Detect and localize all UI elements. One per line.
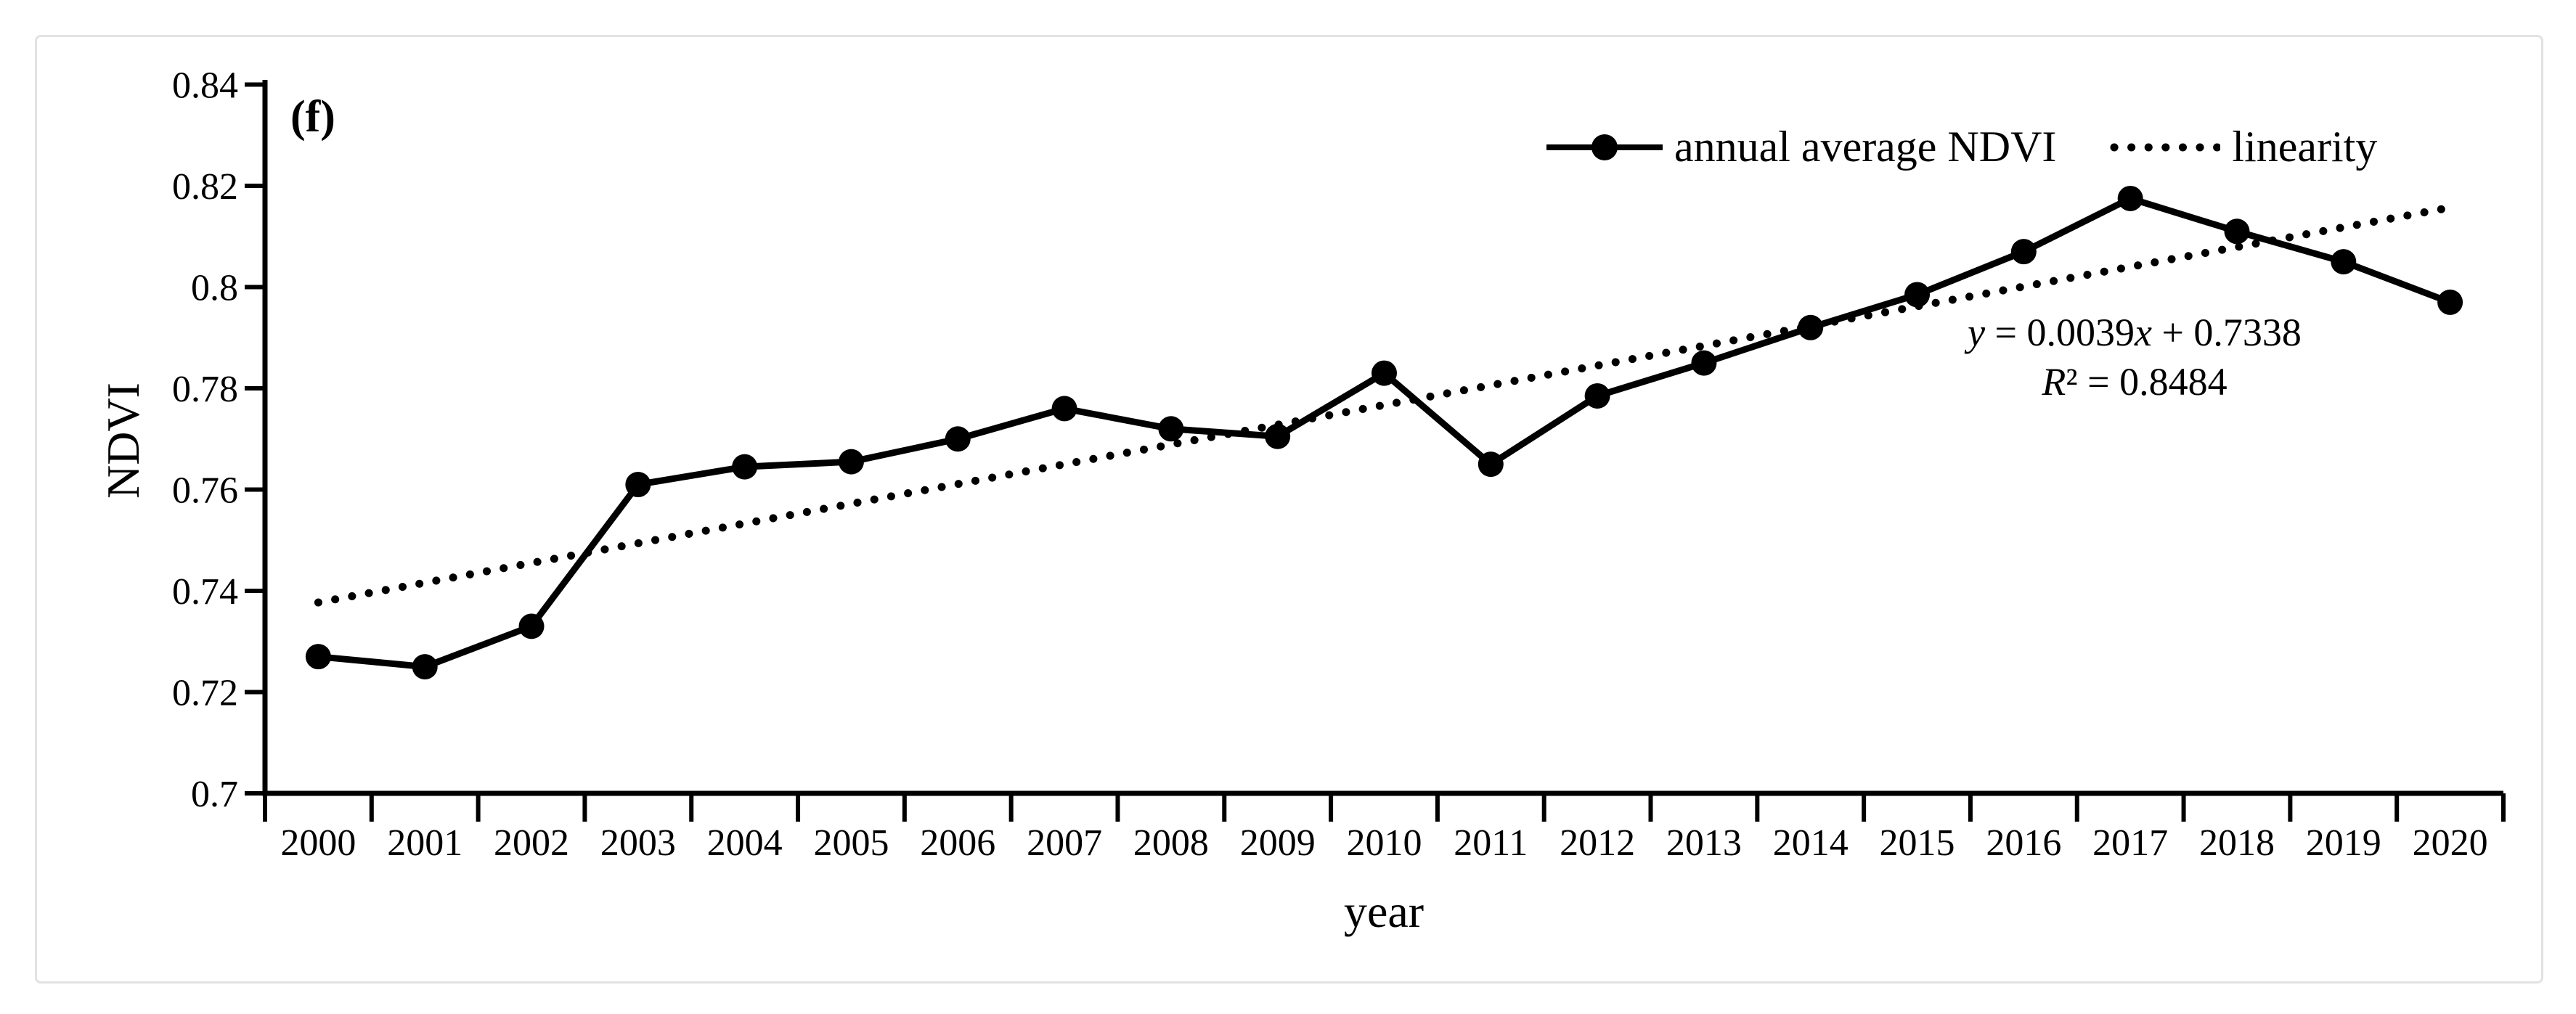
data-point-2008	[1158, 416, 1184, 442]
y-tick-label-0.74: 0.74	[172, 571, 238, 613]
x-tick-label-2014: 2014	[1773, 822, 1849, 864]
x-tick-label-2013: 2013	[1666, 822, 1742, 864]
x-tick-label-2006: 2006	[920, 822, 995, 864]
data-point-2019	[2331, 249, 2357, 275]
data-point-2005	[838, 449, 864, 475]
data-point-2017	[2117, 185, 2143, 211]
x-tick-label-2016: 2016	[1986, 822, 2061, 864]
x-tick-label-2019: 2019	[2306, 822, 2381, 864]
x-tick-label-2018: 2018	[2199, 822, 2275, 864]
data-point-2006	[945, 426, 971, 452]
data-point-2000	[305, 644, 331, 670]
y-tick-label-0.82: 0.82	[172, 166, 238, 208]
chart-legend: annual average NDVI linearity	[1545, 122, 2377, 172]
x-tick-label-2000: 2000	[280, 822, 356, 864]
x-tick-label-2020: 2020	[2413, 822, 2488, 864]
legend-trend-label: linearity	[2232, 123, 2378, 171]
x-tick-label-2010: 2010	[1347, 822, 1422, 864]
trend-r-squared-line: R² = 0.8484	[2042, 360, 2227, 404]
data-point-2020	[2437, 289, 2463, 315]
data-point-2002	[518, 613, 545, 639]
data-point-2013	[1691, 350, 1717, 376]
y-tick-label-0.78: 0.78	[172, 369, 238, 410]
x-tick-label-2008: 2008	[1133, 822, 1209, 864]
series-legend-swatch-icon	[1546, 134, 1663, 160]
x-tick-label-2004: 2004	[707, 822, 783, 864]
x-axis-title: year	[1343, 886, 1424, 937]
data-point-2011	[1477, 451, 1504, 478]
data-point-2016	[2010, 239, 2037, 265]
panel-label: (f)	[290, 92, 335, 142]
x-tick-label-2015: 2015	[1880, 822, 1955, 864]
trend-line	[314, 203, 2455, 607]
ndvi-series-line	[317, 195, 2452, 671]
data-point-2018	[2224, 218, 2250, 245]
x-tick-label-2002: 2002	[494, 822, 569, 864]
data-point-2014	[1798, 314, 1824, 340]
y-tick-label-0.72: 0.72	[172, 673, 238, 714]
data-point-2007	[1051, 396, 1077, 422]
data-point-2004	[732, 454, 758, 480]
trend-equation-annotation: y = 0.0039x + 0.7338 R² = 0.8484	[1902, 308, 2367, 406]
data-point-2009	[1265, 423, 1291, 449]
data-point-2012	[1584, 383, 1610, 409]
x-tick-label-2011: 2011	[1454, 822, 1528, 864]
x-tick-label-2017: 2017	[2092, 822, 2168, 864]
x-tick-label-2003: 2003	[600, 822, 676, 864]
data-point-2010	[1371, 360, 1397, 386]
x-tick-label-2007: 2007	[1027, 822, 1102, 864]
x-tick-label-2005: 2005	[813, 822, 889, 864]
y-tick-label-0.7: 0.7	[191, 774, 238, 815]
y-tick-label-0.84: 0.84	[172, 65, 238, 107]
y-tick-label-0.8: 0.8	[191, 268, 238, 309]
y-tick-label-0.76: 0.76	[172, 470, 238, 512]
data-point-2003	[625, 472, 651, 498]
trend-legend-swatch-icon	[2110, 143, 2221, 151]
legend-series-label: annual average NDVI	[1674, 123, 2057, 171]
x-tick-label-2001: 2001	[387, 822, 462, 864]
x-tick-label-2009: 2009	[1240, 822, 1316, 864]
trend-equation-line: y = 0.0039x + 0.7338	[1968, 311, 2302, 354]
x-tick-label-2012: 2012	[1560, 822, 1635, 864]
y-axis-title: NDVI	[97, 383, 149, 499]
data-point-2001	[412, 654, 438, 680]
data-point-2015	[1904, 282, 1931, 308]
